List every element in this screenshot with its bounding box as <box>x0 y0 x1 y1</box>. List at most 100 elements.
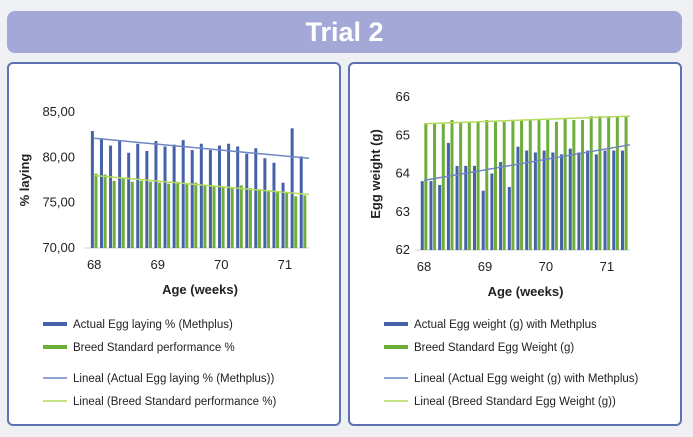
x-tick-label: 71 <box>600 259 614 274</box>
y-tick-label: 80,00 <box>42 149 75 164</box>
bar-actual <box>586 150 590 250</box>
bar-standard <box>103 174 107 248</box>
bar-actual <box>145 150 149 248</box>
bar-standard <box>148 181 152 248</box>
bar-standard <box>589 116 593 250</box>
bar-standard <box>276 191 280 248</box>
laying-chart: 85,00 80,00 75,00 70,00 68 69 70 71 Age (weeks)%… <box>17 104 310 408</box>
trial-title: Trial 2 <box>305 16 384 47</box>
y-axis-label: % laying <box>17 154 32 207</box>
bar-actual <box>199 143 203 248</box>
bar-actual <box>172 144 176 248</box>
bar-actual <box>90 131 94 248</box>
bar-standard <box>203 185 207 248</box>
bar-standard <box>502 121 506 250</box>
bar-standard <box>212 185 216 248</box>
bar-actual <box>481 190 485 250</box>
bar-actual <box>263 158 267 248</box>
bar-actual <box>560 154 564 250</box>
x-axis-label: Age (weeks) <box>162 282 238 297</box>
x-tick-label: 70 <box>539 259 553 274</box>
bar-standard <box>303 195 307 248</box>
bar-actual <box>181 140 185 248</box>
bar-actual <box>612 150 616 250</box>
bar-actual <box>118 140 122 248</box>
trendline-actual <box>423 144 631 182</box>
bar-actual <box>190 150 194 248</box>
bar-standard <box>130 181 134 248</box>
bar-actual <box>208 150 212 248</box>
bar-standard <box>476 121 480 250</box>
legend-label: Lineal (Actual Egg weight (g) with Methp… <box>414 373 639 385</box>
y-tick-label: 63 <box>396 204 410 219</box>
bar-actual <box>299 156 303 248</box>
bar-standard <box>467 121 471 250</box>
bar-standard <box>239 185 243 248</box>
bar-actual <box>472 165 476 250</box>
bar-standard <box>607 116 611 250</box>
bar-standard <box>528 119 532 250</box>
bar-actual <box>420 181 424 250</box>
bar-actual <box>154 141 158 248</box>
bar-standard <box>121 178 125 248</box>
x-tick-label: 71 <box>278 257 292 272</box>
bar-standard <box>139 180 143 248</box>
bar-actual <box>542 150 546 250</box>
bar-standard <box>563 118 567 250</box>
bar-actual <box>455 165 459 250</box>
y-tick-label: 62 <box>396 242 410 257</box>
bar-actual <box>438 184 442 250</box>
bar-actual <box>290 128 294 248</box>
bar-standard <box>554 121 558 250</box>
bar-standard <box>176 181 180 248</box>
legend-label: Breed Standard Egg Weight (g) <box>414 342 574 354</box>
bar-standard <box>520 119 524 250</box>
bar-standard <box>285 192 289 248</box>
bar-actual <box>245 153 249 248</box>
bar-actual <box>99 138 103 248</box>
legend-label: Lineal (Breed Standard performance %) <box>73 396 276 408</box>
bar-actual <box>620 150 624 250</box>
bar-actual <box>551 152 555 250</box>
bar-standard <box>433 123 437 250</box>
bar-standard <box>624 116 628 250</box>
y-tick-label: 75,00 <box>42 195 75 210</box>
trendline-actual <box>94 137 310 159</box>
trendline-standard <box>424 115 631 125</box>
bar-standard <box>581 119 585 250</box>
bar-actual <box>163 146 167 248</box>
bar-actual <box>227 143 231 248</box>
bar-standard <box>459 121 463 250</box>
bar-actual <box>446 142 450 250</box>
bar-standard <box>158 182 162 248</box>
bar-standard <box>598 116 602 250</box>
bar-standard <box>185 183 189 248</box>
x-tick-label: 69 <box>478 259 492 274</box>
legend-label: Actual Egg laying % (Methplus) <box>73 319 233 331</box>
bar-standard <box>485 119 489 250</box>
bar-standard <box>266 190 270 248</box>
y-tick-label: 64 <box>396 166 410 181</box>
bar-standard <box>572 119 576 250</box>
bar-actual <box>577 152 581 250</box>
x-axis-label: Age (weeks) <box>488 284 564 299</box>
legend-label: Lineal (Actual Egg laying % (Methplus)) <box>73 373 275 385</box>
bar-actual <box>525 150 529 250</box>
bar-actual <box>272 162 276 248</box>
bar-standard <box>230 187 234 248</box>
bar-actual <box>127 152 131 248</box>
bar-standard <box>537 119 541 250</box>
y-axis-label: Egg weight (g) <box>368 129 383 219</box>
bar-actual <box>254 148 258 248</box>
bar-standard <box>294 196 298 248</box>
egg-weight-chart: 66 65 64 63 62 68 69 70 71 Age (weeks) Egg weight … <box>368 89 639 408</box>
bar-standard <box>112 180 116 248</box>
laying-chart-panel: 85,00 80,00 75,00 70,00 68 69 70 71 Age (weeks)%… <box>7 62 341 426</box>
legend-label: Actual Egg weight (g) with Methplus <box>414 319 597 331</box>
bar-standard <box>248 188 252 248</box>
bar-actual <box>281 182 285 248</box>
y-tick-label: 66 <box>396 89 410 104</box>
trial-title-banner: Trial 2 <box>7 11 682 53</box>
bar-standard <box>441 123 445 250</box>
bar-standard <box>615 116 619 250</box>
